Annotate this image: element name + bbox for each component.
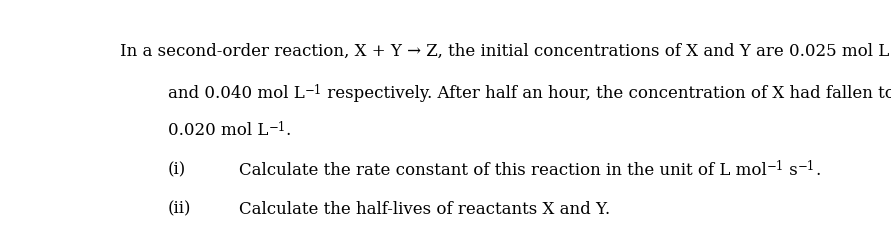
Text: 0.020 mol L: 0.020 mol L <box>168 122 268 139</box>
Text: −1: −1 <box>268 120 286 134</box>
Text: (ii): (ii) <box>168 201 192 218</box>
Text: .: . <box>286 122 290 139</box>
Text: Calculate the rate constant of this reaction in the unit of L mol: Calculate the rate constant of this reac… <box>239 162 767 179</box>
Text: s: s <box>784 162 797 179</box>
Text: .: . <box>815 162 821 179</box>
Text: −1: −1 <box>889 41 891 54</box>
Text: and 0.040 mol L: and 0.040 mol L <box>168 85 305 102</box>
Text: −1: −1 <box>797 160 815 173</box>
Text: −1: −1 <box>305 84 322 97</box>
Text: respectively. After half an hour, the concentration of X had fallen to: respectively. After half an hour, the co… <box>322 85 891 102</box>
Text: In a second-order reaction, X + Y → Z, the initial concentrations of X and Y are: In a second-order reaction, X + Y → Z, t… <box>120 43 889 59</box>
Text: Calculate the half-lives of reactants X and Y.: Calculate the half-lives of reactants X … <box>239 201 610 218</box>
Text: (i): (i) <box>168 162 186 179</box>
Text: −1: −1 <box>767 160 784 173</box>
